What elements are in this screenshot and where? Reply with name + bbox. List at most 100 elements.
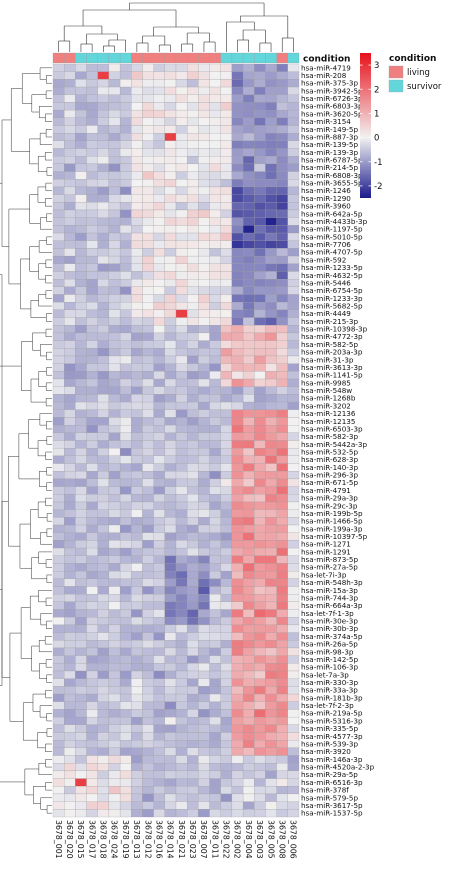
heatmap-cell — [209, 225, 221, 234]
heatmap-cell — [153, 378, 165, 387]
heatmap-cell — [220, 294, 233, 303]
heatmap-cell — [97, 79, 110, 88]
heatmap-cell — [108, 140, 121, 149]
heatmap-cell — [209, 532, 221, 541]
heatmap-cell — [119, 763, 132, 772]
heatmap-cell — [265, 586, 277, 595]
heatmap-cell — [220, 501, 233, 510]
heatmap-cell — [142, 455, 154, 464]
heatmap-cell — [265, 163, 277, 172]
heatmap-cell — [276, 109, 288, 118]
heatmap-cell — [187, 194, 199, 203]
heatmap-cell — [265, 271, 277, 280]
heatmap-cell — [108, 417, 121, 426]
heatmap-cell — [64, 486, 76, 495]
scale-tick-label: 2 — [374, 85, 379, 95]
row-label: hsa-miR-3613-3p — [301, 363, 363, 372]
heatmap-cell — [119, 317, 132, 326]
heatmap-cell — [52, 655, 65, 664]
heatmap-cell — [153, 425, 165, 433]
heatmap-cell — [142, 248, 154, 257]
heatmap-cell — [75, 440, 87, 449]
heatmap-cell — [164, 532, 177, 541]
heatmap-cell — [231, 255, 244, 264]
heatmap-cell — [119, 309, 132, 318]
heatmap-cell — [75, 217, 87, 226]
heatmap-cell — [142, 448, 154, 456]
heatmap-cell — [220, 670, 233, 679]
heatmap-cell — [220, 678, 233, 687]
heatmap-cell — [265, 448, 277, 456]
heatmap-cell — [220, 302, 233, 310]
heatmap-cell — [52, 309, 65, 318]
heatmap-cell — [242, 286, 255, 295]
heatmap-cell — [220, 640, 233, 649]
row-label: hsa-miR-29a-5p — [301, 770, 358, 779]
heatmap-cell — [209, 509, 221, 518]
heatmap-cell — [108, 194, 121, 203]
heatmap-cell — [220, 409, 233, 418]
heatmap-cell — [131, 340, 143, 349]
heatmap-cell — [265, 486, 277, 495]
row-label: hsa-miR-10397-5p — [301, 532, 368, 541]
heatmap-cell — [254, 601, 266, 610]
heatmap-cell — [108, 563, 121, 572]
heatmap-cell — [187, 786, 199, 795]
heatmap-cell — [276, 378, 288, 387]
heatmap-cell — [287, 401, 300, 410]
heatmap-cell — [75, 578, 87, 587]
heatmap-cell — [287, 547, 300, 556]
heatmap-cell — [108, 317, 121, 326]
row-label: hsa-miR-4707-5p — [301, 248, 363, 257]
row-label: hsa-miR-146a-3p — [301, 755, 363, 764]
annotation-cell — [64, 52, 76, 64]
heatmap-cell — [254, 655, 266, 664]
heatmap-cell — [64, 225, 76, 234]
heatmap-cell — [276, 240, 288, 249]
heatmap-cell — [97, 586, 110, 595]
heatmap-cell — [142, 732, 154, 741]
heatmap-cell — [276, 71, 288, 80]
heatmap-cell — [231, 263, 244, 272]
heatmap-cell — [220, 171, 233, 180]
heatmap-cell — [108, 809, 121, 818]
heatmap-cell — [198, 417, 210, 426]
heatmap-cell — [86, 709, 98, 718]
heatmap-cell — [209, 770, 221, 779]
heatmap-cell — [52, 271, 65, 280]
heatmap-cell — [254, 371, 266, 380]
heatmap-cell — [198, 279, 210, 287]
heatmap-cell — [287, 125, 300, 134]
heatmap-cell — [108, 793, 121, 802]
heatmap-cell — [164, 232, 177, 241]
heatmap-cell — [276, 463, 288, 472]
heatmap-cell — [198, 578, 210, 587]
heatmap-cell — [86, 494, 98, 503]
heatmap-cell — [164, 202, 177, 211]
heatmap-cell — [242, 232, 255, 241]
heatmap-cell — [75, 778, 87, 787]
heatmap-cell — [209, 340, 221, 349]
heatmap-cell — [97, 563, 110, 572]
heatmap-cell — [86, 401, 98, 410]
heatmap-cell — [276, 524, 288, 533]
heatmap-cell — [64, 140, 76, 149]
heatmap-cell — [108, 594, 121, 602]
row-label: hsa-miR-6787-5p — [301, 156, 363, 165]
heatmap-cell — [131, 86, 143, 95]
heatmap-cell — [198, 163, 210, 172]
heatmap-cell — [265, 417, 277, 426]
heatmap-cell — [209, 378, 221, 387]
heatmap-cell — [119, 555, 132, 564]
heatmap-cell — [52, 425, 65, 433]
color-scale-bar — [360, 53, 371, 198]
row-label: hsa-miR-4632-5p — [301, 271, 363, 280]
heatmap-cell — [276, 686, 288, 695]
heatmap-cell — [287, 286, 300, 295]
heatmap-cell — [220, 740, 233, 748]
heatmap-cell — [52, 463, 65, 472]
heatmap-cell — [108, 701, 121, 710]
heatmap-cell — [75, 540, 87, 549]
heatmap-cell — [242, 670, 255, 679]
heatmap-cell — [131, 486, 143, 495]
